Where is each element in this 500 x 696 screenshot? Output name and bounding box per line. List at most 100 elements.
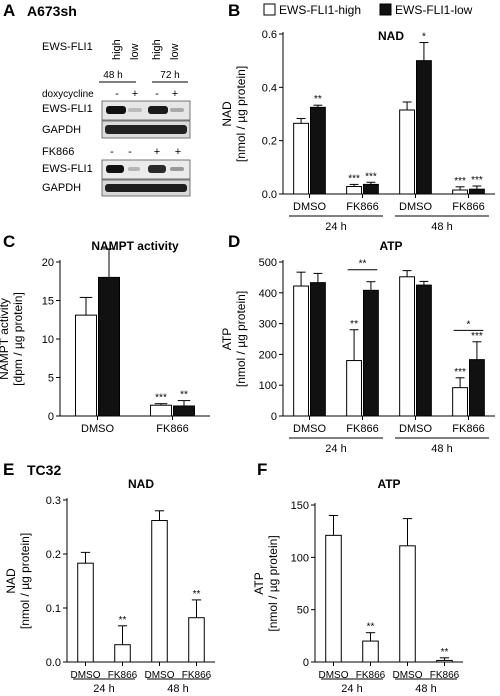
category-label: FK866 [156, 423, 188, 435]
y-tick-label: 100 [259, 380, 277, 392]
group-label: 24 h [93, 683, 114, 695]
y-tick-label: 5 [48, 373, 54, 385]
y-tick-label: 100 [291, 552, 309, 564]
y-tick-label: 0.6 [262, 29, 277, 41]
panel-e-cell-line: TC32 [27, 462, 61, 478]
y-tick-label: 50 [297, 605, 309, 617]
group-label: 24 h [325, 443, 346, 455]
bar [98, 276, 120, 417]
y-tick-label: 0.2 [46, 549, 61, 561]
bar [293, 122, 310, 195]
significance-label: ** [180, 390, 188, 401]
blot-1: EWS-FLI1 GAPDH [42, 100, 191, 139]
legend-label-low: EWS-FLI1-low [395, 3, 473, 17]
bar [399, 545, 416, 663]
blot-band [106, 106, 126, 114]
panel-a-cell-line: A673sh [27, 3, 77, 19]
col-level-2: low [129, 43, 141, 60]
fk-sign-4: + [175, 146, 181, 158]
y-axis-label: NAMPT activity [0, 298, 11, 380]
bar [150, 404, 172, 417]
y-axis-label: ATP [252, 572, 266, 594]
bar [173, 405, 195, 417]
fk-sign-1: - [110, 146, 114, 158]
y-axis-unit: [nmol / µg protein] [18, 533, 32, 629]
blot2-label-ews-fli1: EWS-FLI1 [42, 163, 93, 175]
y-tick-label: 500 [259, 257, 277, 269]
category-label: DMSO [399, 423, 432, 435]
significance-label: *** [365, 171, 377, 182]
category-label: DMSO [399, 201, 432, 213]
bar [399, 109, 416, 195]
bar [399, 276, 416, 417]
significance-label: * [422, 32, 426, 43]
category-label: DMSO [293, 423, 326, 435]
category-label: DMSO [393, 670, 423, 681]
fk-label: FK866 [42, 146, 74, 158]
bar [452, 387, 469, 417]
chart-title: ATP [379, 239, 402, 253]
category-label: DMSO [319, 670, 349, 681]
bar [310, 282, 326, 417]
group-label: 48 h [431, 221, 452, 233]
chart-title: ATP [377, 477, 400, 491]
chart-title: NAD [128, 477, 154, 491]
category-label: FK866 [346, 423, 378, 435]
bar [188, 617, 205, 663]
chart-title: NAMPT activity [91, 239, 179, 253]
y-tick-label: 0.4 [262, 82, 277, 94]
category-label: DMSO [293, 201, 326, 213]
group-label: 24 h [341, 683, 362, 695]
panel-a: A A673sh EWS-FLI1 high low high low 48 h… [3, 1, 191, 197]
significance-label: ** [314, 94, 322, 105]
bar [346, 186, 363, 195]
category-label: FK866 [452, 423, 484, 435]
y-tick-label: 0.1 [46, 603, 61, 615]
legend-swatch-low [379, 3, 392, 16]
panel-d-letter: D [228, 232, 240, 251]
blot1-membrane-top [101, 100, 191, 121]
significance-label: ** [441, 647, 449, 658]
y-tick-label: 0.3 [46, 495, 61, 507]
y-tick-label: 0 [271, 411, 277, 423]
fk-sign-2: - [128, 146, 132, 158]
y-tick-label: 0.0 [262, 189, 277, 201]
panel-f-letter: F [257, 460, 267, 479]
significance-label: ** [359, 259, 367, 270]
y-axis-label: NAD [220, 101, 234, 127]
blot-2: EWS-FLI1 GAPDH [42, 159, 191, 197]
col-level-4: low [169, 43, 181, 60]
legend-swatch-high [263, 3, 276, 16]
dox-label: doxycycline [42, 89, 94, 100]
blot-band [128, 167, 140, 171]
row-label-ews-fli1: EWS-FLI1 [42, 41, 93, 53]
y-tick-label: 400 [259, 288, 277, 300]
legend: EWS-FLI1-high EWS-FLI1-low [263, 3, 473, 17]
blot-band [148, 165, 166, 173]
blot-band [148, 106, 168, 114]
category-label: FK866 [356, 670, 386, 681]
bar [436, 659, 453, 663]
bar [363, 183, 379, 195]
bar [416, 60, 432, 195]
blot2-membrane-top [101, 159, 191, 180]
y-axis-label: ATP [220, 328, 234, 350]
panel-c-letter: C [3, 232, 15, 251]
significance-label: *** [471, 175, 483, 186]
category-label: FK866 [452, 201, 484, 213]
y-axis-label: NAD [4, 568, 18, 594]
blot-band [105, 184, 187, 192]
dox-sign-1: - [115, 88, 119, 100]
y-tick-label: 20 [42, 257, 54, 269]
col-level-3: high [151, 39, 163, 60]
category-label: DMSO [145, 670, 175, 681]
bar [114, 644, 131, 663]
legend-label-high: EWS-FLI1-high [279, 3, 361, 17]
blot2-label-gapdh: GAPDH [42, 182, 81, 194]
bar [151, 520, 168, 663]
significance-label: ** [350, 319, 358, 330]
significance-label: *** [454, 367, 466, 378]
y-tick-label: 0.2 [262, 136, 277, 148]
